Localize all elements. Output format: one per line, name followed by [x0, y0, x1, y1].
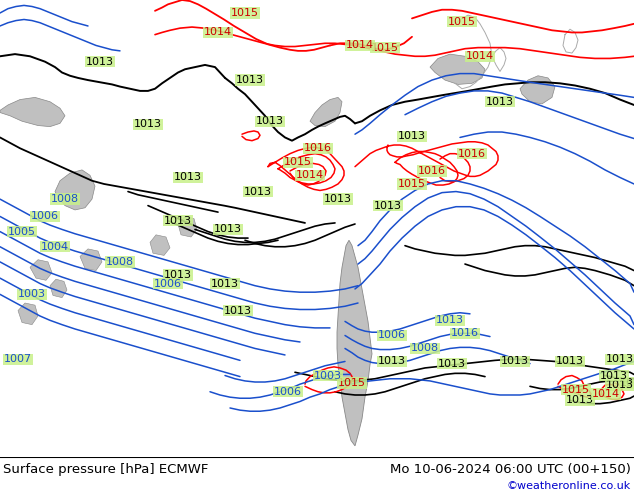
- Text: 1015: 1015: [284, 157, 312, 167]
- Text: 1013: 1013: [600, 370, 628, 381]
- Text: Mo 10-06-2024 06:00 UTC (00+150): Mo 10-06-2024 06:00 UTC (00+150): [390, 463, 631, 476]
- Polygon shape: [337, 240, 372, 446]
- Text: 1013: 1013: [436, 316, 464, 325]
- Text: 1013: 1013: [606, 380, 634, 390]
- Text: 1013: 1013: [211, 278, 239, 289]
- Text: 1014: 1014: [466, 51, 494, 61]
- Text: 1008: 1008: [106, 257, 134, 267]
- Text: 1015: 1015: [448, 17, 476, 26]
- Text: 1013: 1013: [501, 356, 529, 367]
- Text: 1013: 1013: [398, 131, 426, 141]
- Text: 1007: 1007: [4, 354, 32, 364]
- Polygon shape: [430, 54, 485, 84]
- Text: 1013: 1013: [606, 354, 634, 364]
- Text: 1015: 1015: [562, 385, 590, 394]
- Text: 1014: 1014: [204, 27, 232, 37]
- Text: 1006: 1006: [378, 330, 406, 341]
- Text: 1013: 1013: [620, 378, 634, 388]
- Text: 1006: 1006: [274, 387, 302, 397]
- Text: 1014: 1014: [346, 41, 374, 50]
- Text: 1013: 1013: [566, 395, 594, 405]
- Text: 1008: 1008: [411, 343, 439, 353]
- Text: 1015: 1015: [398, 179, 426, 189]
- Text: 1016: 1016: [418, 166, 446, 176]
- Text: 1014: 1014: [592, 389, 620, 399]
- Text: 1013: 1013: [236, 75, 264, 85]
- Text: 1006: 1006: [31, 212, 59, 221]
- Text: 1016: 1016: [304, 143, 332, 153]
- Text: 1015: 1015: [231, 8, 259, 18]
- Text: 1016: 1016: [451, 328, 479, 338]
- Polygon shape: [150, 235, 170, 255]
- Text: 1015: 1015: [338, 378, 366, 388]
- Text: 1013: 1013: [244, 187, 272, 196]
- Text: 1013: 1013: [134, 120, 162, 129]
- Polygon shape: [0, 98, 65, 126]
- Text: 1013: 1013: [324, 194, 352, 204]
- Text: 1004: 1004: [41, 242, 69, 252]
- Text: 1003: 1003: [18, 290, 46, 299]
- Text: 1013: 1013: [164, 270, 192, 280]
- Text: 1013: 1013: [374, 200, 402, 211]
- Text: ©weatheronline.co.uk: ©weatheronline.co.uk: [507, 481, 631, 490]
- Text: Surface pressure [hPa] ECMWF: Surface pressure [hPa] ECMWF: [3, 463, 209, 476]
- Text: 1016: 1016: [458, 148, 486, 159]
- Text: 1013: 1013: [214, 224, 242, 234]
- Text: 1006: 1006: [154, 278, 182, 289]
- Text: 1013: 1013: [224, 306, 252, 316]
- Text: 1003: 1003: [314, 370, 342, 381]
- Polygon shape: [50, 279, 67, 297]
- Text: 1005: 1005: [8, 226, 36, 237]
- Text: 1013: 1013: [164, 216, 192, 226]
- Polygon shape: [520, 76, 555, 104]
- Polygon shape: [18, 303, 38, 325]
- Polygon shape: [310, 98, 342, 126]
- Polygon shape: [30, 260, 52, 280]
- Text: 1008: 1008: [51, 194, 79, 204]
- Text: 1013: 1013: [174, 172, 202, 182]
- Polygon shape: [55, 170, 95, 210]
- Text: 1013: 1013: [256, 116, 284, 126]
- Text: 1013: 1013: [378, 356, 406, 367]
- Polygon shape: [80, 249, 102, 270]
- Text: 1013: 1013: [556, 356, 584, 367]
- Text: 1013: 1013: [438, 359, 466, 368]
- Polygon shape: [178, 217, 197, 237]
- Text: 1015: 1015: [371, 43, 399, 52]
- Text: 1013: 1013: [486, 97, 514, 107]
- Text: 1014: 1014: [296, 171, 324, 180]
- Text: 1013: 1013: [86, 57, 114, 67]
